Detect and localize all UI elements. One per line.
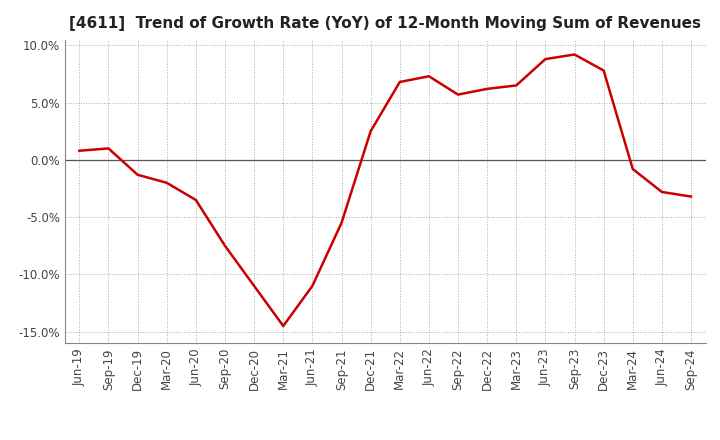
Title: [4611]  Trend of Growth Rate (YoY) of 12-Month Moving Sum of Revenues: [4611] Trend of Growth Rate (YoY) of 12-… <box>69 16 701 32</box>
